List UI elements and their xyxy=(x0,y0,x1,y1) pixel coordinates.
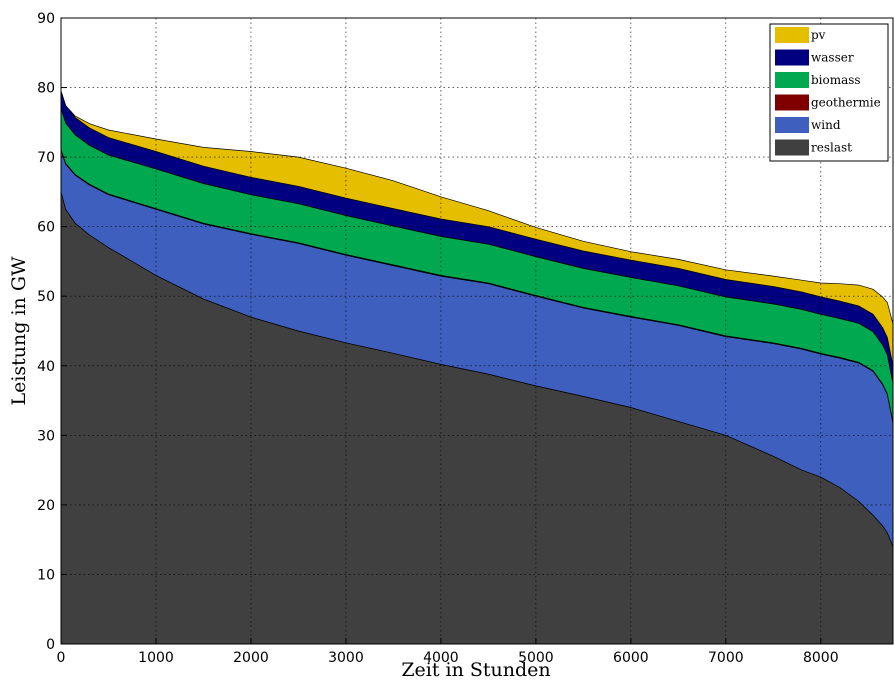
x-tick-label: 0 xyxy=(57,650,66,666)
legend-swatch-reslast xyxy=(775,139,809,156)
x-axis-label: Zeit in Stunden xyxy=(401,659,550,681)
x-tick-label: 4000 xyxy=(423,650,459,666)
legend-label-pv: pv xyxy=(811,28,826,42)
legend-label-reslast: reslast xyxy=(811,141,852,155)
legend-label-geothermie: geothermie xyxy=(811,96,881,110)
y-axis-ticks: 0 10 20 30 40 50 60 70 80 90 xyxy=(37,11,67,653)
grid-lines xyxy=(61,18,893,644)
y-axis-label: Leistung in GW xyxy=(8,256,30,406)
legend: pv wasser biomass geothermie wind reslast xyxy=(769,23,889,162)
x-tick-label: 5000 xyxy=(518,650,554,666)
legend-swatch-pv xyxy=(775,27,809,43)
x-tick-label: 8000 xyxy=(803,650,839,666)
legend-swatch-geothermie xyxy=(775,94,809,111)
axes-frame xyxy=(60,17,894,645)
y-tick-label: 20 xyxy=(37,498,55,514)
y-tick-label: 60 xyxy=(37,220,55,236)
y-tick-label: 40 xyxy=(37,359,55,375)
y-tick-label: 70 xyxy=(37,150,55,166)
x-tick-label: 1000 xyxy=(138,650,174,666)
legend-swatch-wind xyxy=(775,117,809,133)
legend-label-wind: wind xyxy=(811,118,841,132)
x-tick-label: 7000 xyxy=(708,650,744,666)
x-tick-label: 3000 xyxy=(328,650,364,666)
y-tick-label: 30 xyxy=(37,428,55,444)
legend-swatch-biomass xyxy=(775,72,809,88)
y-tick-label: 0 xyxy=(46,637,55,653)
x-tick-label: 2000 xyxy=(233,650,269,666)
x-axis-ticks: 0 1000 2000 3000 4000 5000 6000 7000 8000 xyxy=(57,638,839,666)
legend-label-biomass: biomass xyxy=(811,73,861,87)
y-tick-label: 10 xyxy=(37,567,55,583)
y-tick-label: 50 xyxy=(37,289,55,305)
axes-box xyxy=(60,17,894,645)
legend-swatch-wasser xyxy=(775,49,809,66)
y-tick-label: 80 xyxy=(37,81,55,97)
y-tick-label: 90 xyxy=(37,11,55,27)
legend-box xyxy=(769,23,889,162)
legend-label-wasser: wasser xyxy=(811,51,854,65)
x-tick-label: 6000 xyxy=(613,650,649,666)
